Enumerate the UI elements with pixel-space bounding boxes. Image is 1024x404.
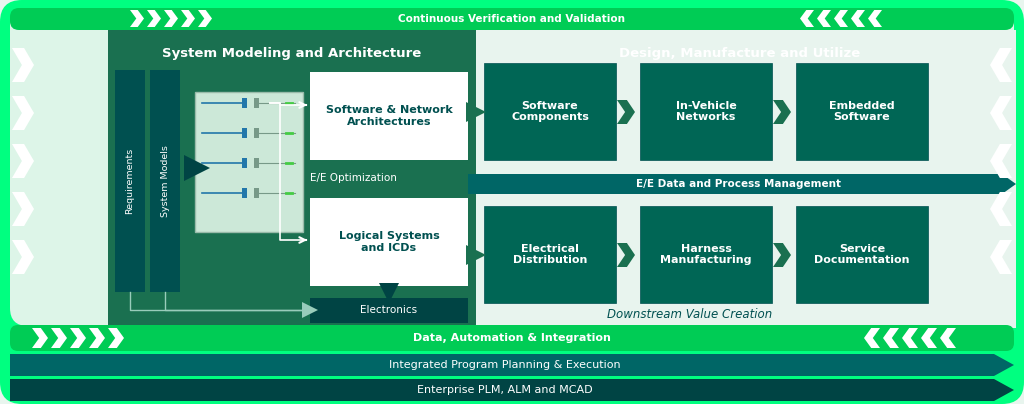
Polygon shape [10, 354, 1014, 376]
Bar [484, 63, 616, 160]
Polygon shape [108, 328, 124, 348]
Bar [640, 63, 772, 160]
Text: Design, Manufacture and Utilize: Design, Manufacture and Utilize [620, 46, 860, 59]
Bar [242, 128, 247, 138]
Polygon shape [990, 240, 1012, 274]
Bar [254, 128, 259, 138]
Polygon shape [10, 379, 1014, 401]
Polygon shape [70, 328, 86, 348]
Polygon shape [198, 10, 212, 27]
Text: In-Vehicle
Networks: In-Vehicle Networks [676, 101, 736, 122]
Bar [242, 158, 247, 168]
Bar [242, 98, 247, 108]
Text: Enterprise PLM, ALM and MCAD: Enterprise PLM, ALM and MCAD [417, 385, 593, 395]
Polygon shape [990, 48, 1012, 82]
Bar [254, 158, 259, 168]
Polygon shape [773, 100, 791, 124]
Text: Downstream Value Creation: Downstream Value Creation [607, 307, 773, 320]
Polygon shape [89, 328, 105, 348]
Polygon shape [883, 328, 899, 348]
Polygon shape [990, 144, 1012, 178]
Text: Service
Documentation: Service Documentation [814, 244, 909, 265]
FancyBboxPatch shape [10, 325, 1014, 351]
Polygon shape [800, 10, 814, 27]
Text: Data, Automation & Integration: Data, Automation & Integration [413, 333, 611, 343]
Polygon shape [868, 10, 882, 27]
Bar [310, 298, 468, 323]
Polygon shape [466, 245, 486, 265]
Text: Electrical
Distribution: Electrical Distribution [513, 244, 587, 265]
Bar [115, 70, 145, 292]
Bar [310, 198, 468, 286]
Bar [242, 188, 247, 198]
Text: Electronics: Electronics [360, 305, 418, 315]
Text: Logical Systems
and ICDs: Logical Systems and ICDs [339, 231, 439, 253]
Text: Software & Network
Architectures: Software & Network Architectures [326, 105, 453, 127]
Polygon shape [468, 174, 1016, 194]
Text: Software
Components: Software Components [511, 101, 589, 122]
Polygon shape [990, 192, 1012, 226]
Polygon shape [834, 10, 848, 27]
Polygon shape [902, 328, 918, 348]
Text: Requirements: Requirements [126, 148, 134, 214]
Polygon shape [921, 328, 937, 348]
Polygon shape [466, 102, 486, 122]
Polygon shape [851, 10, 865, 27]
Polygon shape [302, 302, 318, 318]
Bar [195, 92, 303, 232]
Text: E/E Optimization: E/E Optimization [310, 173, 397, 183]
Polygon shape [990, 96, 1012, 130]
Text: Integrated Program Planning & Execution: Integrated Program Planning & Execution [389, 360, 621, 370]
Polygon shape [147, 10, 161, 27]
Polygon shape [864, 328, 880, 348]
Bar [150, 70, 180, 292]
Bar [476, 30, 1016, 328]
Polygon shape [12, 48, 34, 82]
Polygon shape [12, 96, 34, 130]
Text: System Models: System Models [161, 145, 170, 217]
Bar [640, 206, 772, 303]
Polygon shape [617, 100, 635, 124]
Polygon shape [12, 192, 34, 226]
FancyBboxPatch shape [10, 8, 1014, 30]
FancyBboxPatch shape [10, 8, 1014, 326]
Bar [254, 188, 259, 198]
Text: Harness
Manufacturing: Harness Manufacturing [660, 244, 752, 265]
Bar [796, 206, 928, 303]
Bar [484, 206, 616, 303]
Bar [310, 72, 468, 160]
Polygon shape [617, 243, 635, 267]
Polygon shape [12, 144, 34, 178]
Polygon shape [773, 243, 791, 267]
Text: E/E Data and Process Management: E/E Data and Process Management [636, 179, 841, 189]
Polygon shape [32, 328, 48, 348]
Polygon shape [184, 155, 210, 181]
Polygon shape [130, 10, 144, 27]
Polygon shape [181, 10, 195, 27]
Polygon shape [817, 10, 831, 27]
Text: System Modeling and Architecture: System Modeling and Architecture [163, 46, 422, 59]
Bar [108, 30, 476, 328]
Polygon shape [940, 328, 956, 348]
Text: Embedded
Software: Embedded Software [829, 101, 895, 122]
Polygon shape [12, 240, 34, 274]
Polygon shape [51, 328, 67, 348]
Bar [796, 63, 928, 160]
Polygon shape [164, 10, 178, 27]
Bar [254, 98, 259, 108]
Polygon shape [379, 283, 399, 303]
Text: Continuous Verification and Validation: Continuous Verification and Validation [398, 14, 626, 24]
